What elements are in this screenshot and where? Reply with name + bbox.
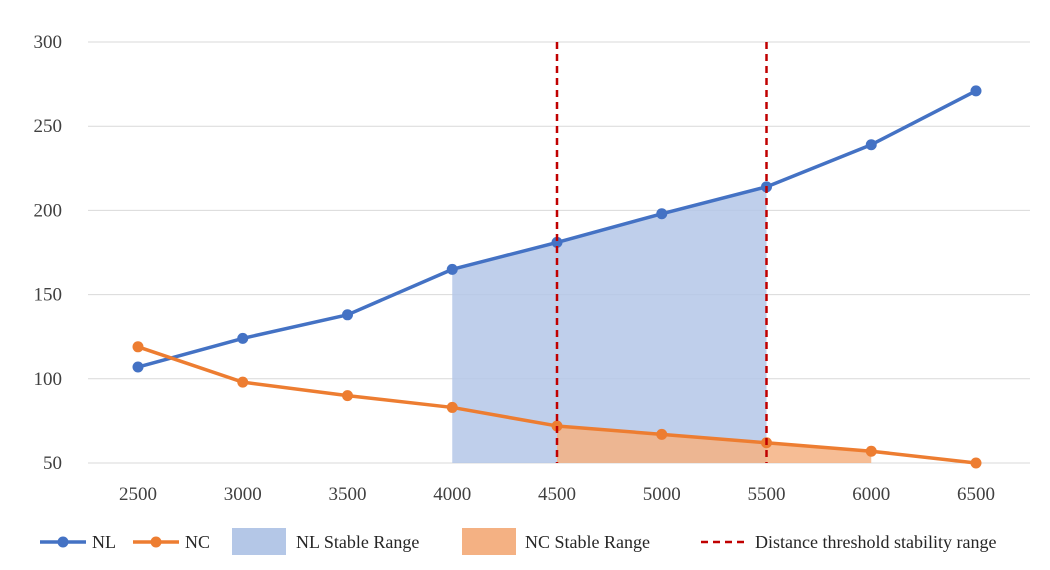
x-tick-label: 4000 [433,484,471,505]
nl-data-point [970,85,982,97]
x-tick-label: 5500 [748,484,786,505]
x-tick-label: 6000 [852,484,890,505]
stable-range-bands [452,186,872,463]
nc-data-point [132,341,144,353]
x-tick-label: 4500 [538,484,576,505]
x-tick-label: 5000 [643,484,681,505]
x-tick-label: 6500 [957,484,995,505]
nc-data-point [551,420,563,432]
nc-stable-range-area [557,425,872,463]
y-tick-label: 250 [34,116,63,137]
legend-nc-label: NC [185,532,210,552]
y-tick-label: 50 [43,453,62,474]
legend-nc-stable-swatch [462,528,516,555]
legend-nl-marker [57,536,69,548]
legend-nc-marker [150,536,162,548]
nc-data-point [446,401,458,413]
nl-data-point [132,361,144,373]
nl-data-point [446,263,458,275]
legend-nl-stable-label: NL Stable Range [296,532,419,552]
y-tick-label: 100 [34,369,63,390]
legend-nl-stable-swatch [232,528,286,555]
nc-data-point [656,428,668,440]
series-lines [132,85,982,469]
x-tick-label: 3500 [329,484,367,505]
legend-threshold-label: Distance threshold stability range [755,532,996,552]
x-axis-ticks: 2500 3000 3500 4000 4500 5000 5500 6000 6500 [119,484,995,505]
legend-nc-stable-label: NC Stable Range [525,532,650,552]
nc-data-point [237,376,249,388]
legend: NL NC NL Stable Range NC Stable Range Distan… [40,528,996,555]
nl-stable-range-area [452,186,767,463]
nl-data-point [342,309,353,321]
nl-data-point [551,236,563,248]
nl-data-point [865,139,877,151]
nc-data-point [970,457,982,469]
nc-data-point [865,445,877,457]
y-tick-label: 150 [34,285,63,306]
nl-data-point [656,208,668,220]
y-tick-label: 200 [34,200,63,221]
y-tick-label: 300 [34,32,63,53]
nl-data-point [237,332,249,344]
legend-nl-label: NL [92,532,116,552]
nc-data-point [342,390,353,402]
threshold-lines [555,42,768,463]
x-tick-label: 2500 [119,484,157,505]
y-axis-ticks: 50 100 150 200 250 300 [34,32,63,474]
x-tick-label: 3000 [224,484,262,505]
